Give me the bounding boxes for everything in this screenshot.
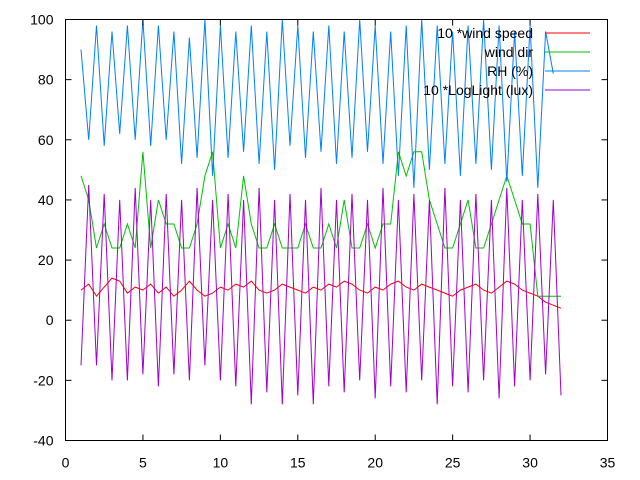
legend-label-4: 10 *LogLight (lux) (423, 82, 533, 98)
plot-frame (65, 19, 608, 441)
y-tick-label: 80 (38, 72, 54, 88)
series-line-4 (80, 184, 562, 405)
y-tick-label: 60 (38, 132, 54, 148)
y-tick-label: -20 (33, 372, 53, 388)
x-tick-label: 10 (213, 455, 229, 471)
legend-label-2: wind dir (484, 44, 534, 60)
x-tick-label: 5 (139, 455, 147, 471)
x-tick-label: 15 (290, 455, 306, 471)
x-tick-label: 35 (600, 455, 616, 471)
x-tick-label: 30 (522, 455, 538, 471)
y-tick-label: 20 (38, 252, 54, 268)
series-line-2 (80, 151, 561, 297)
legend-label-1: 10 *wind speed (437, 25, 533, 41)
series-line-1 (80, 277, 562, 309)
x-tick-label: 0 (62, 455, 70, 471)
axes-layer: -40 -20 0 20 40 60 80 100 0 5 10 15 20 25 30 35 (30, 12, 615, 471)
legend: 10 *wind speed wind dir RH (%) 10 *LogLight… (423, 25, 590, 98)
y-tick-label: 40 (38, 192, 54, 208)
series-layer (80, 19, 562, 405)
y-tick-label: -40 (33, 433, 53, 449)
y-tick-label: 100 (30, 12, 54, 28)
y-tick-label: 0 (46, 312, 54, 328)
x-tick-label: 20 (367, 455, 383, 471)
legend-label-3: RH (%) (487, 63, 533, 79)
series-line-3 (80, 19, 554, 188)
x-tick-label: 25 (445, 455, 461, 471)
